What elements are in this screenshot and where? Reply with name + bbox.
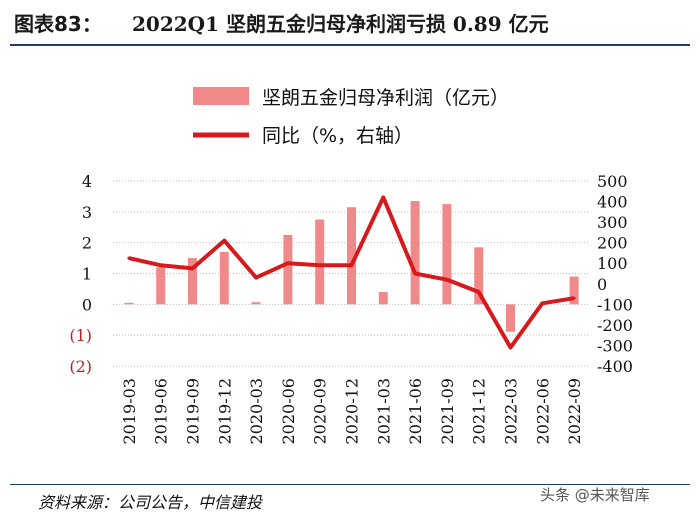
legend-line-label: 同比（%，右轴） (262, 125, 413, 147)
left-tick-label: 3 (82, 203, 92, 222)
right-tick-label: -300 (597, 336, 633, 355)
x-tick-label: 2021-03 (374, 378, 393, 444)
line-point (540, 301, 544, 305)
bar (219, 251, 229, 305)
bar (124, 302, 134, 305)
x-tick-label: 2020-06 (279, 378, 298, 444)
line-point (413, 272, 417, 275)
line-point (350, 263, 353, 267)
x-tick-label: 2019-12 (215, 378, 234, 444)
line-point (318, 263, 322, 267)
legend-bar-swatch (193, 87, 249, 105)
bar (506, 304, 515, 332)
left-tick-label: (1) (69, 326, 92, 345)
bar (378, 292, 388, 305)
line-series (127, 195, 576, 350)
x-tick-label: 2021-06 (406, 378, 425, 444)
right-tick-label: 500 (597, 172, 628, 191)
chart-title: 2022Q1 坚朗五金归母净利润亏损 0.89 亿元 (132, 12, 549, 36)
bar (474, 247, 484, 305)
title-bar: 图表83： 2022Q1 坚朗五金归母净利润亏损 0.89 亿元 (0, 0, 700, 42)
line-point (191, 266, 194, 270)
right-tick-label: -200 (597, 316, 633, 335)
footer-rule (10, 484, 690, 485)
left-tick-label: 0 (82, 295, 92, 314)
right-tick-label: -400 (597, 357, 633, 376)
line-point (509, 346, 512, 349)
x-tick-label: 2019-09 (184, 378, 203, 444)
bar (347, 207, 356, 305)
bar (315, 219, 325, 305)
bar (156, 267, 166, 305)
line-point (286, 261, 290, 265)
x-tick-label: 2021-12 (470, 378, 489, 444)
source-note: 资料来源：公司公告，中信建投 (38, 493, 263, 512)
bar (410, 201, 420, 305)
right-tick-label: 400 (597, 193, 628, 212)
legend: 坚朗五金归母净利润（亿元） 同比（%，右轴） (193, 87, 509, 147)
line-point (254, 276, 258, 280)
line-point (159, 263, 163, 267)
right-tick-label: 0 (597, 275, 607, 294)
x-axis: 2019-03 2019-06 2019-09 2019-12 2020-03 2020-… (120, 378, 584, 444)
figure-label: 图表83： (14, 12, 102, 36)
right-tick-label: -100 (597, 295, 633, 314)
line-point (445, 278, 449, 282)
bar (188, 258, 197, 305)
title-rule (10, 44, 690, 46)
left-tick-label: 1 (82, 265, 92, 284)
line-point (572, 296, 576, 300)
x-tick-label: 2020-12 (343, 378, 362, 444)
x-tick-label: 2022-09 (565, 378, 584, 444)
line-point (222, 239, 226, 243)
right-tick-label: 300 (597, 213, 628, 232)
right-tick-label: 100 (597, 254, 628, 273)
left-tick-label: 4 (82, 172, 92, 191)
x-tick-label: 2022-03 (502, 378, 521, 444)
left-tick-label: 2 (82, 234, 92, 253)
legend-bar-label: 坚朗五金归母净利润（亿元） (262, 87, 509, 109)
left-tick-label: (2) (69, 357, 92, 376)
x-tick-label: 2022-06 (533, 378, 552, 444)
line-point (127, 256, 131, 260)
x-tick-label: 2020-09 (311, 378, 330, 444)
bar-series (124, 201, 579, 332)
x-tick-label: 2020-03 (247, 378, 266, 444)
line-point (477, 290, 481, 294)
bar (442, 204, 452, 305)
line-point (381, 195, 385, 199)
watermark: 头条 @未来智库 (540, 486, 650, 504)
x-tick-label: 2019-03 (120, 378, 139, 444)
bar (251, 302, 261, 305)
x-tick-label: 2019-06 (152, 378, 171, 444)
right-tick-label: 200 (597, 234, 628, 253)
x-tick-label: 2021-09 (438, 378, 457, 444)
bar (283, 234, 293, 305)
bar (569, 276, 579, 305)
left-axis: 4 3 2 1 0 (1) (2) (69, 172, 92, 376)
